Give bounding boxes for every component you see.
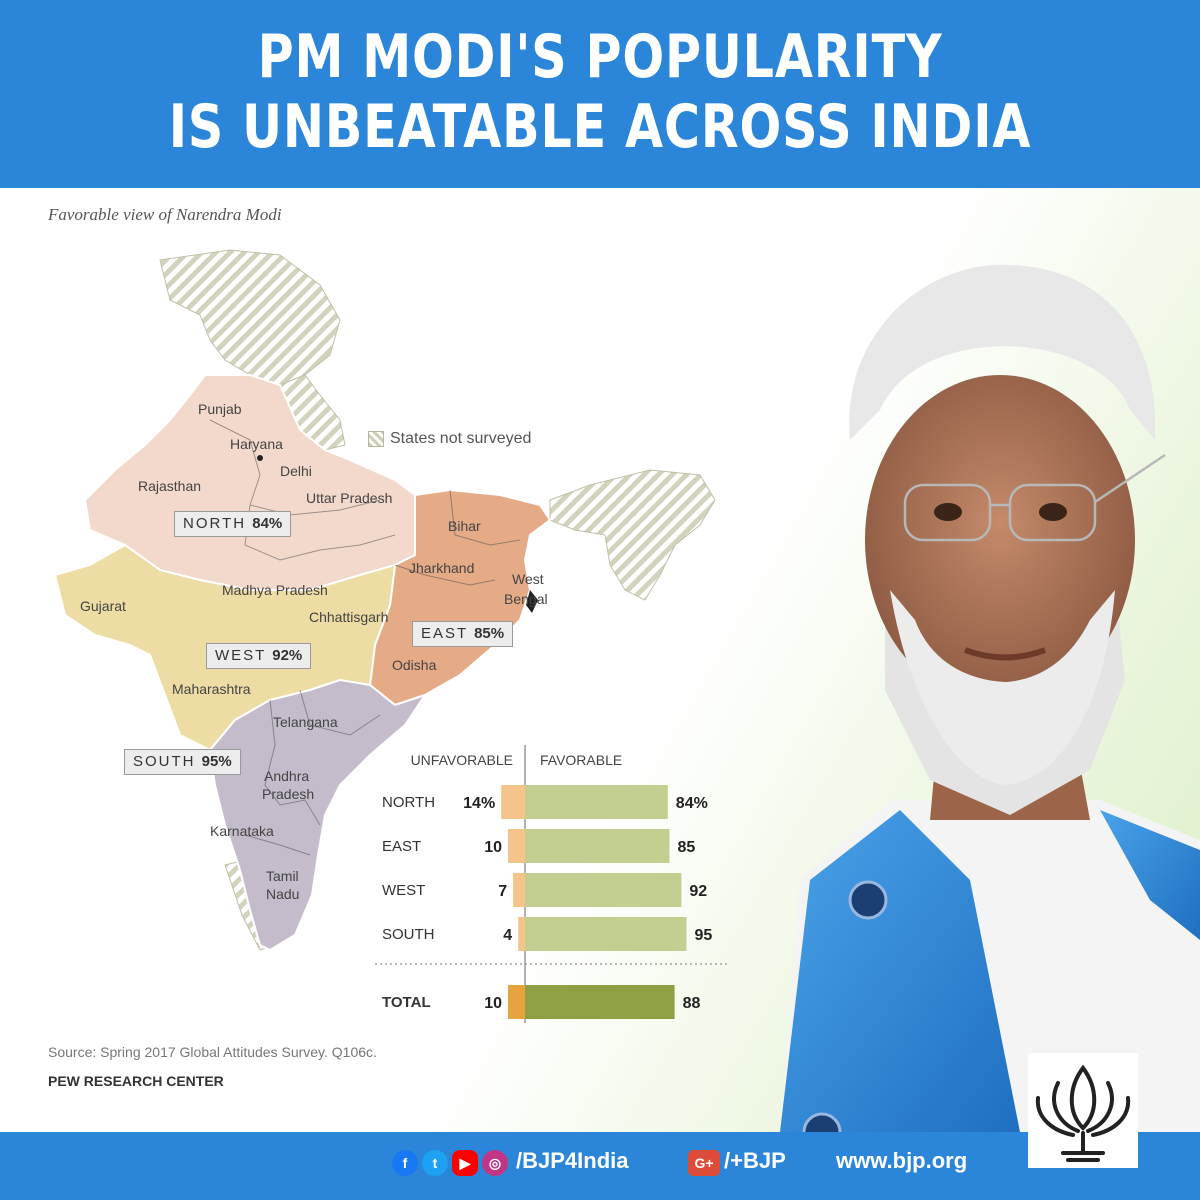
- blue-vest-right: [1100, 810, 1200, 940]
- face: [865, 375, 1135, 705]
- state-label: Nadu: [266, 886, 300, 902]
- footer-bar: [0, 1132, 1200, 1200]
- title-line-1: PM MODI'S POPULARITY: [257, 22, 943, 92]
- unfavorable-header: UNFAVORABLE: [411, 752, 513, 768]
- state-label: Tamil: [266, 868, 299, 884]
- state-label: Chhattisgarh: [309, 609, 389, 625]
- state-label: Delhi: [280, 463, 312, 479]
- eye-right: [1039, 503, 1067, 521]
- favorable-header: FAVORABLE: [540, 752, 622, 768]
- gplus-handle-link[interactable]: /+BJP: [724, 1148, 786, 1173]
- title-line-2: IS UNBEATABLE ACROSS INDIA: [168, 92, 1032, 162]
- state-label: Odisha: [392, 657, 437, 673]
- website-link[interactable]: www.bjp.org: [836, 1148, 968, 1173]
- unfavorable-value-label: 4: [503, 927, 512, 944]
- state-label: West: [512, 571, 544, 587]
- category-label: EAST: [382, 838, 421, 855]
- state-label: Punjab: [198, 401, 242, 417]
- favorability-bar-chart: UNFAVORABLE FAVORABLE NORTH 14% 84% EAST 10 8…: [375, 745, 730, 1023]
- state-label: Pradesh: [262, 786, 315, 802]
- favorable-value-label: 95: [695, 927, 713, 944]
- instagram-icon[interactable]: ◎: [482, 1150, 508, 1176]
- vest-button: [802, 1112, 842, 1132]
- category-label: NORTH: [382, 794, 435, 811]
- unfavorable-value-label: 10: [484, 995, 502, 1012]
- state-label: Rajasthan: [138, 478, 202, 494]
- vest-button: [848, 880, 888, 920]
- unfavorable-bar: [518, 917, 525, 951]
- twitter-icon[interactable]: t: [422, 1150, 448, 1176]
- state-label: Haryana: [230, 436, 283, 452]
- favorable-bar: [525, 785, 668, 819]
- unfavorable-bar: [501, 785, 525, 819]
- india-map: [53, 249, 716, 952]
- unfavorable-value-label: 10: [484, 839, 502, 856]
- not-surveyed-north: [159, 249, 341, 386]
- google-plus-icon[interactable]: G+: [688, 1150, 720, 1176]
- favorable-value-label: 84%: [676, 795, 708, 812]
- hair: [849, 264, 1156, 440]
- state-label: Telangana: [273, 714, 338, 730]
- unfavorable-bar: [508, 985, 525, 1019]
- eye-left: [934, 503, 962, 521]
- favorable-bar: [525, 873, 682, 907]
- mouth: [963, 647, 1047, 661]
- source-org: PEW RESEARCH CENTER: [48, 1073, 224, 1089]
- social-handle-link[interactable]: /BJP4India: [516, 1148, 629, 1173]
- state-label: Bengal: [504, 591, 548, 607]
- state-label: Andhra: [264, 768, 310, 784]
- glasses-icon: [903, 453, 1166, 542]
- state-label: Madhya Pradesh: [222, 582, 328, 598]
- source-note: Source: Spring 2017 Global Attitudes Sur…: [48, 1044, 377, 1060]
- facebook-icon[interactable]: f: [392, 1150, 418, 1176]
- header-banner: [0, 0, 1200, 188]
- region-label-north: NORTH 84%: [174, 511, 292, 537]
- region-label-west: WEST 92%: [206, 643, 312, 669]
- favorable-value-label: 88: [683, 995, 701, 1012]
- state-label: Jharkhand: [409, 560, 475, 576]
- favorable-bar: [525, 917, 687, 951]
- favorable-value-label: 92: [689, 883, 707, 900]
- delhi-marker: [257, 455, 263, 461]
- unfavorable-value-label: 7: [498, 883, 507, 900]
- beard-lower: [890, 590, 1115, 785]
- unfavorable-bar: [508, 829, 525, 863]
- state-label: Uttar Pradesh: [306, 490, 393, 506]
- map-subtitle: Favorable view of Narendra Modi: [48, 205, 282, 224]
- legend-label: States not surveyed: [390, 430, 532, 447]
- favorable-bar: [525, 829, 670, 863]
- region-label-south: SOUTH 95%: [124, 749, 241, 775]
- page-title: PM MODI'S POPULARITY IS UNBEATABLE ACROS…: [108, 22, 1092, 162]
- category-label: TOTAL: [382, 994, 431, 1011]
- not-surveyed-northeast: [549, 469, 716, 601]
- bengal-coast-marker: [526, 590, 538, 613]
- region-label-east: EAST 85%: [412, 621, 514, 647]
- state-label: Maharashtra: [172, 681, 251, 697]
- state-label: Karnataka: [210, 823, 274, 839]
- state-label: Gujarat: [80, 598, 126, 614]
- unfavorable-value-label: 14%: [463, 795, 495, 812]
- category-label: SOUTH: [382, 926, 435, 943]
- favorable-value-label: 85: [678, 839, 696, 856]
- category-label: WEST: [382, 882, 425, 899]
- hatch-legend-swatch: [368, 431, 384, 447]
- lotus-logo-icon: [1028, 1053, 1138, 1168]
- state-label: Bihar: [448, 518, 481, 534]
- blue-vest: [780, 810, 1020, 1132]
- region-south: [208, 678, 428, 952]
- favorable-bar: [525, 985, 675, 1019]
- state-borders: [209, 419, 521, 856]
- unfavorable-bar: [513, 873, 525, 907]
- leader-portrait: [780, 264, 1200, 1132]
- youtube-icon[interactable]: ▶: [452, 1150, 478, 1176]
